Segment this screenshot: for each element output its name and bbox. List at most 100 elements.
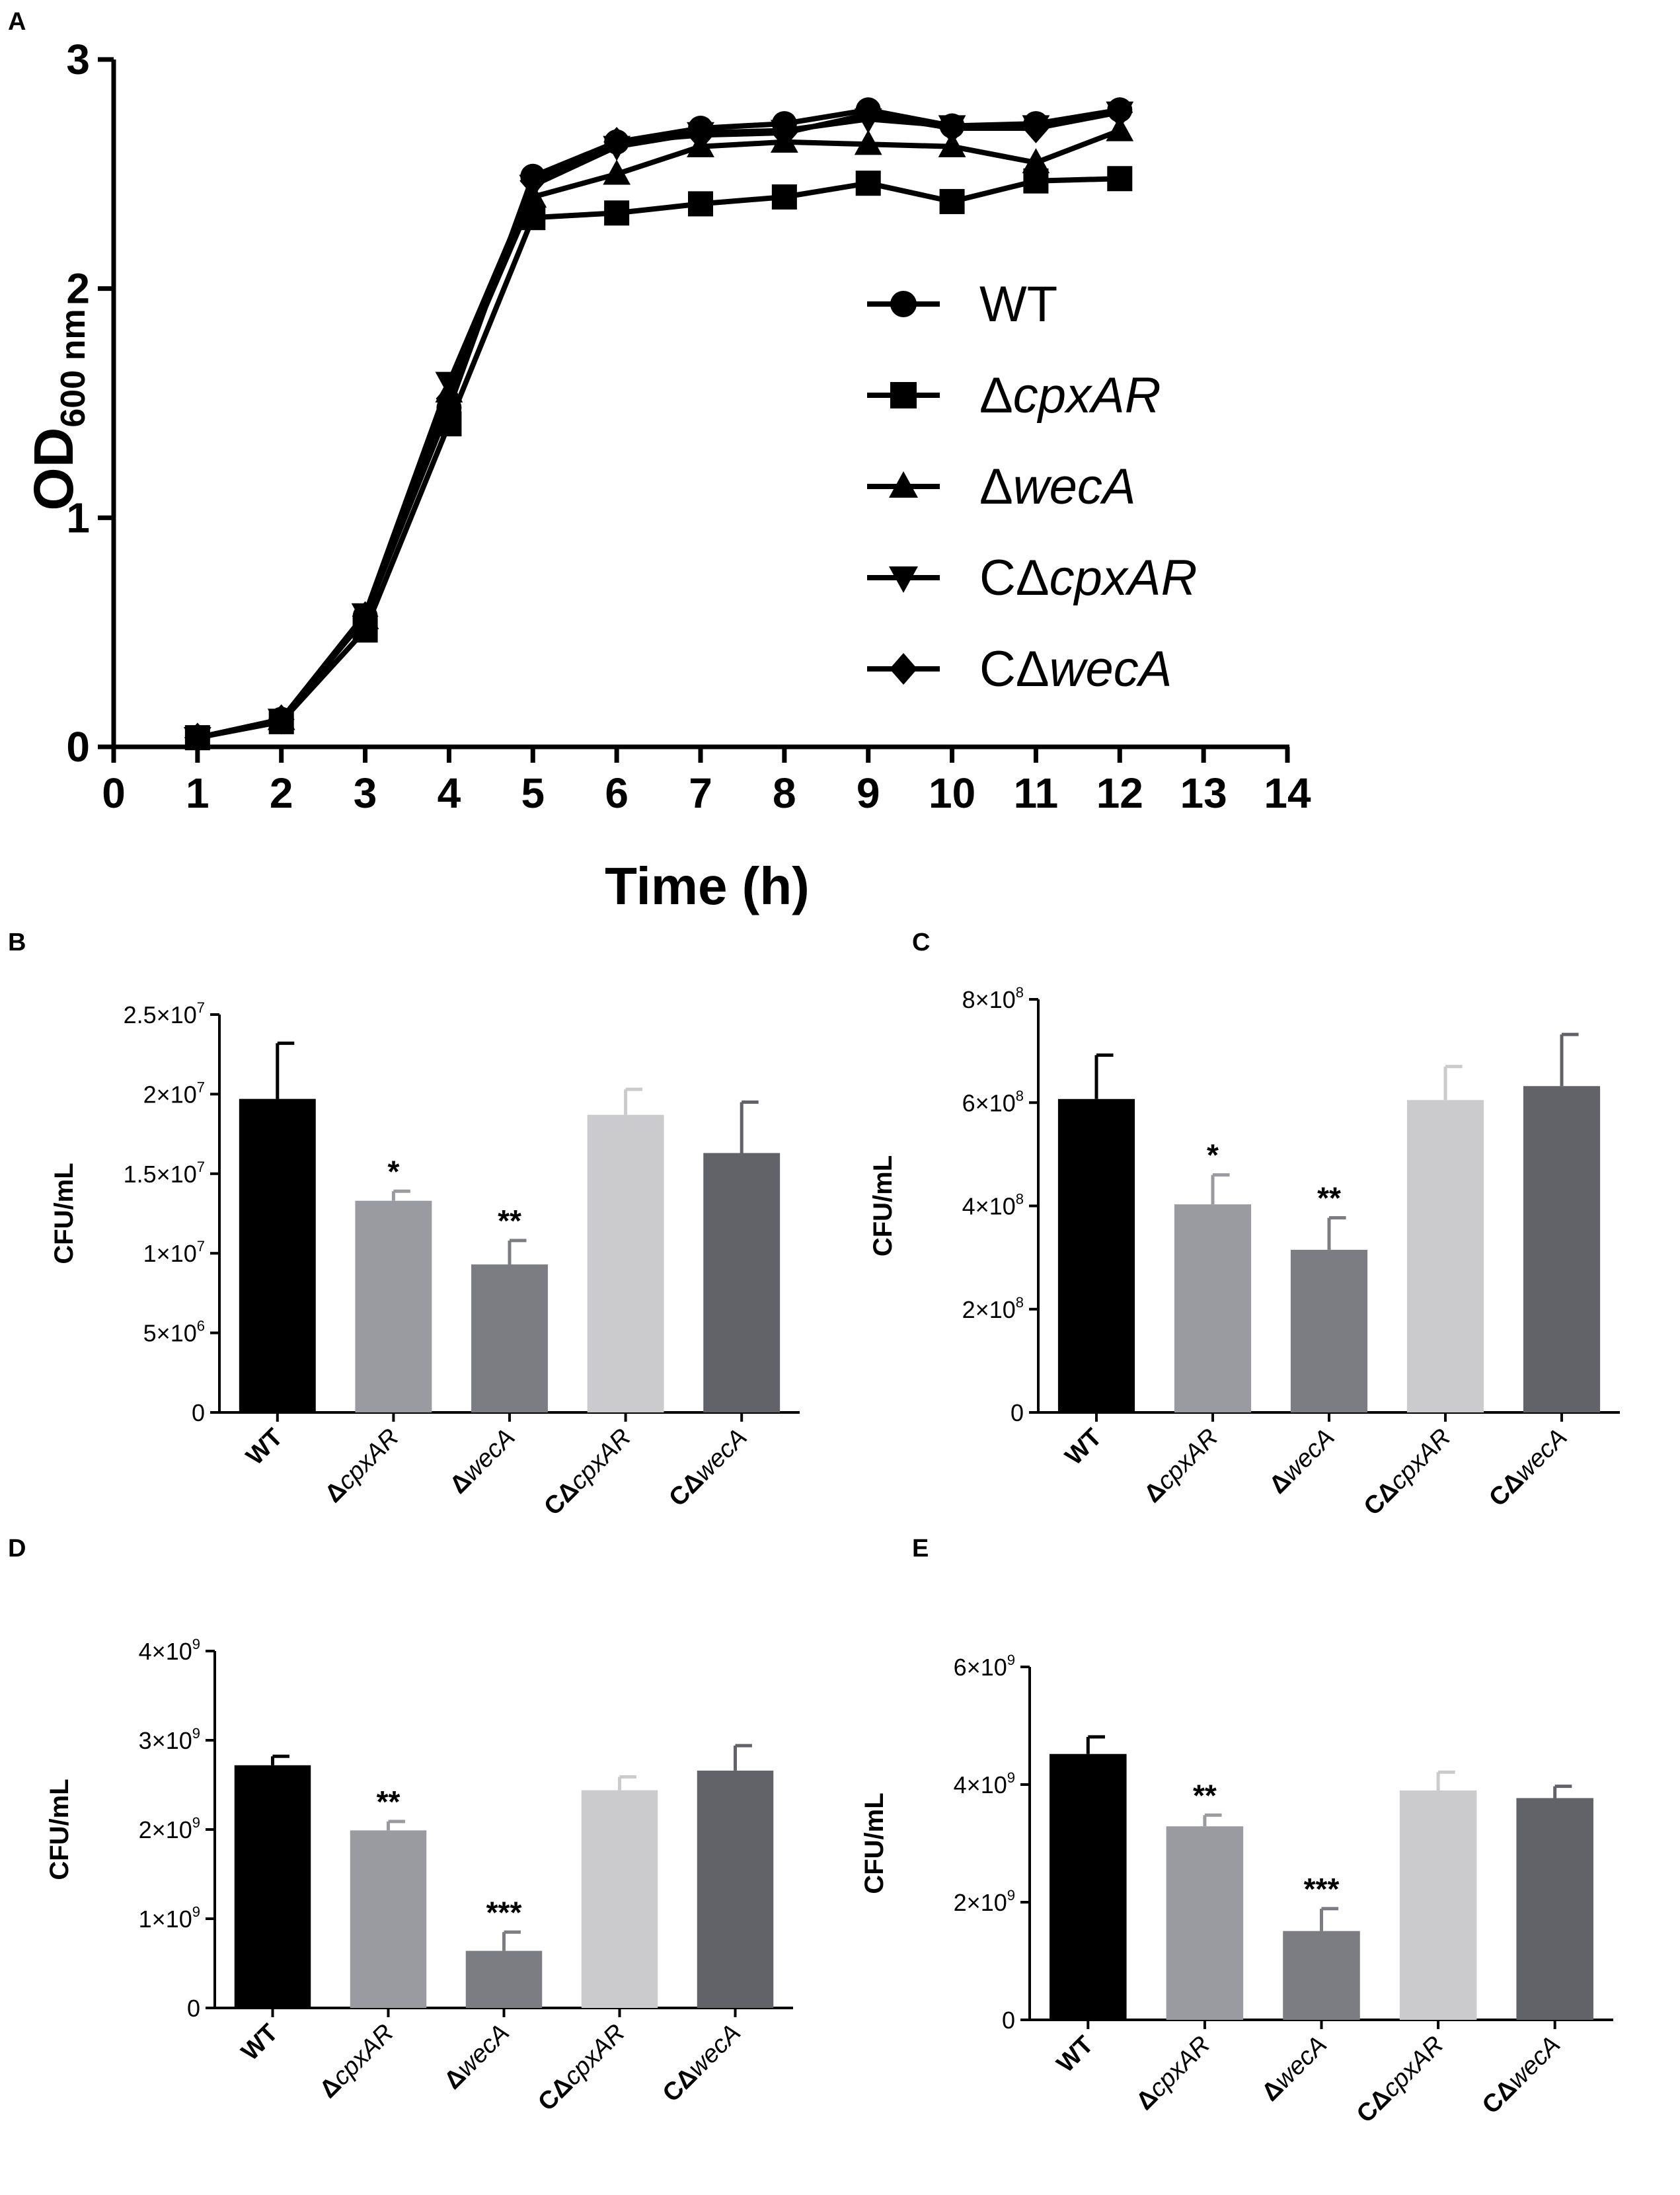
data-point-series-4	[603, 127, 630, 157]
significance-label: *	[387, 1154, 399, 1188]
y-axis-label-d: CFU/mL	[45, 1779, 74, 1880]
bar	[234, 1765, 311, 2008]
y-tick-label-d: 0	[187, 1995, 200, 2022]
bar	[1174, 1204, 1252, 1412]
series-line-4	[197, 109, 1121, 741]
x-tick-label-b: CΔwecA	[664, 1424, 752, 1512]
bar	[465, 1950, 543, 2008]
significance-label: **	[377, 1785, 401, 1819]
bar	[350, 1830, 427, 2008]
y-tick-label-d: 1×109	[139, 1904, 200, 1933]
data-point-series-2	[938, 132, 966, 157]
x-tick-label: 9	[857, 769, 880, 817]
significance-label: **	[1193, 1778, 1217, 1812]
data-point-series-4	[519, 165, 547, 196]
significance-label: **	[1317, 1180, 1341, 1215]
y-tick-label-b: 2×107	[143, 1079, 205, 1108]
y-tick-label-c: 0	[1011, 1399, 1024, 1426]
x-tick-label: 13	[1180, 769, 1227, 817]
bar	[471, 1264, 548, 1412]
x-tick-label-b: CΔcpxAR	[539, 1424, 636, 1520]
data-point-series-4	[1106, 96, 1133, 128]
data-point-series-2	[1106, 116, 1134, 141]
bar	[1406, 1100, 1484, 1412]
legend-marker	[890, 382, 917, 408]
data-point-series-1	[771, 184, 797, 210]
y-tick-label-b: 2.5×107	[124, 999, 205, 1028]
data-point-series-4	[268, 704, 295, 735]
x-tick-label-b: ΔcpxAR	[320, 1424, 404, 1508]
significance-label: *	[1207, 1138, 1219, 1173]
x-tick-label-d: CΔcpxAR	[533, 2019, 630, 2117]
panel-letter-c: C	[912, 929, 931, 956]
data-point-series-4	[184, 722, 211, 753]
bar	[1050, 1753, 1127, 2020]
legend-label: ΔwecA	[979, 459, 1136, 515]
panel-letter-d: D	[8, 1535, 26, 1562]
bar	[355, 1200, 432, 1412]
panel-letter-e: E	[912, 1535, 929, 1562]
bar	[1290, 1249, 1368, 1412]
chart-c-bar: 0 2×108 4×108 6×108 8×108 CFU/mL WT * ΔcpxAR ** Δw…	[868, 984, 1620, 1520]
legend-label: CΔcpxAR	[979, 550, 1198, 606]
x-tick-label-c: CΔcpxAR	[1359, 1424, 1457, 1520]
x-tick-label-c: ΔcpxAR	[1139, 1424, 1223, 1508]
x-tick-label: 11	[1014, 769, 1059, 817]
x-tick-label-e: ΔwecA	[1256, 2031, 1332, 2107]
bar	[1516, 1798, 1593, 2020]
chart-e-bar: 0 2×109 4×109 6×109 CFU/mL WT ** ΔcpxAR *** ΔwecA…	[860, 1652, 1613, 2128]
x-tick-label: 6	[605, 769, 629, 817]
bar	[1057, 1098, 1135, 1412]
y-tick-label-b: 1.5×107	[124, 1159, 205, 1188]
x-tick-label-e: ΔcpxAR	[1131, 2031, 1215, 2116]
y-tick-label-b: 1×107	[143, 1238, 205, 1267]
data-point-series-4	[436, 383, 463, 414]
x-tick-label: 12	[1096, 769, 1143, 817]
x-tick-label: 5	[521, 769, 545, 817]
bar	[239, 1098, 316, 1412]
bar	[587, 1114, 664, 1412]
panel-letter-b: B	[8, 929, 26, 956]
y-tick-label: 0	[66, 723, 90, 771]
y-tick-label-c: 2×108	[962, 1294, 1024, 1323]
x-tick-label: 7	[689, 769, 712, 817]
x-tick-label-c: WT	[1060, 1424, 1107, 1471]
y-axis-label: OD600 nm	[22, 309, 93, 510]
x-tick-label: 0	[102, 769, 126, 817]
x-tick-label-d: ΔcpxAR	[315, 2019, 399, 2104]
bar	[1399, 1790, 1477, 2020]
y-tick-label-d: 3×109	[139, 1725, 200, 1754]
bar	[1283, 1931, 1360, 2020]
x-tick-label: 10	[929, 769, 975, 817]
bar	[1166, 1826, 1244, 2020]
x-tick-label-e: WT	[1051, 2031, 1098, 2078]
significance-label: ***	[486, 1895, 522, 1929]
x-tick-label-e: CΔwecA	[1477, 2031, 1566, 2120]
x-tick-label-d: CΔwecA	[658, 2019, 746, 2108]
x-tick-label: 8	[773, 769, 796, 817]
y-tick-label-c: 6×108	[962, 1087, 1024, 1116]
x-tick-label-c: CΔwecA	[1484, 1424, 1572, 1512]
y-tick-label-e: 0	[1002, 2007, 1015, 2034]
data-point-series-1	[855, 171, 881, 196]
data-point-series-1	[604, 200, 630, 226]
y-tick-label: 1	[66, 494, 90, 541]
y-axis-label-b: CFU/mL	[50, 1163, 79, 1264]
series-line-1	[197, 176, 1120, 741]
chart-b-bar: 0 5×106 1×107 1.5×107 2×107 2.5×107 CFU/mL WT * Δ…	[50, 999, 800, 1520]
bar	[703, 1153, 781, 1412]
data-point-series-1	[520, 205, 546, 231]
data-point-series-4	[771, 118, 798, 148]
legend-label: ΔcpxAR	[979, 367, 1161, 424]
bar	[1523, 1086, 1601, 1412]
x-tick-label-b: ΔwecA	[445, 1424, 521, 1500]
x-tick-label: 4	[438, 769, 461, 817]
y-tick-label: 3	[66, 36, 90, 83]
data-point-series-2	[1022, 148, 1050, 174]
x-tick-label-b: WT	[241, 1424, 288, 1471]
data-point-series-4	[938, 113, 966, 143]
data-point-series-1	[436, 411, 462, 437]
legend-label: WT	[979, 276, 1057, 332]
data-point-series-1	[688, 191, 713, 217]
